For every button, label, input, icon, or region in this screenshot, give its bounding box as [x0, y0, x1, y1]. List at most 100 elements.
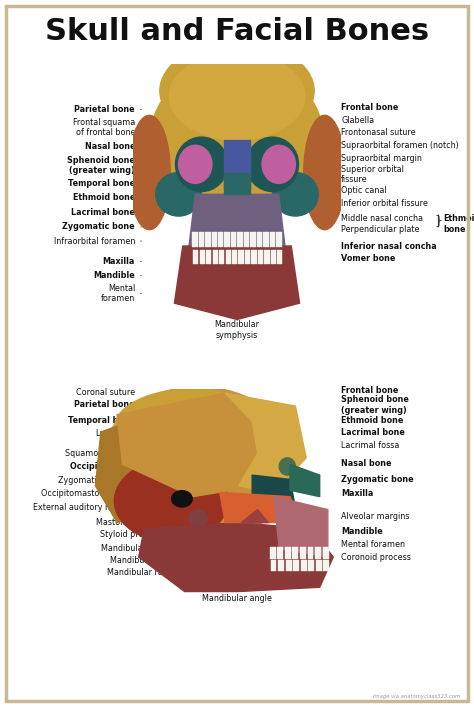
Text: Parietal bone: Parietal bone: [74, 105, 135, 114]
Text: External auditory meatus: External auditory meatus: [33, 503, 135, 512]
Polygon shape: [139, 522, 333, 592]
Bar: [315, 547, 321, 559]
Polygon shape: [252, 475, 295, 508]
Polygon shape: [220, 492, 301, 522]
Bar: [292, 547, 298, 559]
Ellipse shape: [114, 389, 271, 467]
Polygon shape: [117, 393, 274, 496]
Bar: [250, 233, 256, 247]
Bar: [226, 250, 231, 264]
Bar: [323, 547, 328, 559]
Bar: [200, 250, 205, 264]
Polygon shape: [95, 415, 166, 522]
Polygon shape: [241, 510, 268, 522]
Text: Frontonasal suture: Frontonasal suture: [341, 129, 416, 137]
Text: Occipital bone: Occipital bone: [70, 462, 135, 471]
Text: Zygomatic process: Zygomatic process: [58, 477, 135, 485]
Text: Squamous suture: Squamous suture: [65, 450, 135, 458]
Text: Skull and Facial Bones: Skull and Facial Bones: [45, 16, 429, 46]
Text: Maxilla: Maxilla: [103, 257, 135, 266]
Text: Coronoid process: Coronoid process: [341, 553, 411, 561]
Ellipse shape: [169, 53, 305, 140]
Text: Supraorbital margin: Supraorbital margin: [341, 154, 422, 163]
Text: Supraorbital foramen (notch): Supraorbital foramen (notch): [341, 141, 459, 150]
Bar: [225, 233, 230, 247]
Text: Lacrimal bone: Lacrimal bone: [71, 208, 135, 216]
Ellipse shape: [128, 115, 170, 230]
Bar: [244, 233, 249, 247]
Text: Mental
foramen: Mental foramen: [101, 284, 135, 303]
Ellipse shape: [101, 387, 295, 542]
Text: Occipitomastoid suture: Occipitomastoid suture: [41, 489, 135, 498]
Text: Mastoid process: Mastoid process: [96, 518, 161, 527]
Ellipse shape: [152, 64, 322, 205]
Bar: [276, 233, 282, 247]
Text: Mandibular ramus: Mandibular ramus: [107, 568, 180, 577]
Bar: [309, 560, 314, 571]
Bar: [264, 250, 270, 264]
Polygon shape: [225, 393, 306, 492]
Bar: [277, 547, 283, 559]
Text: Mandibular angle: Mandibular angle: [202, 594, 272, 603]
Polygon shape: [225, 173, 249, 194]
Bar: [270, 547, 276, 559]
Bar: [218, 233, 223, 247]
Text: Mandibular condyle: Mandibular condyle: [101, 544, 180, 553]
Circle shape: [172, 491, 192, 507]
Polygon shape: [290, 464, 319, 496]
Text: Glabella: Glabella: [341, 116, 374, 124]
Text: Zygomatic bone: Zygomatic bone: [63, 223, 135, 231]
Text: Styloid process: Styloid process: [100, 530, 161, 539]
Text: Lacrimal fossa: Lacrimal fossa: [341, 441, 400, 450]
Bar: [237, 233, 243, 247]
Bar: [301, 560, 307, 571]
Text: Inferior nasal concha: Inferior nasal concha: [341, 242, 437, 250]
Text: Ethmoid
bone: Ethmoid bone: [443, 214, 474, 234]
Bar: [238, 250, 244, 264]
Bar: [219, 250, 224, 264]
Text: Middle nasal concha: Middle nasal concha: [341, 214, 423, 223]
Bar: [316, 560, 322, 571]
Text: Sphenoid bone
(greater wing): Sphenoid bone (greater wing): [67, 156, 135, 175]
Bar: [263, 233, 269, 247]
Bar: [271, 560, 276, 571]
Bar: [205, 233, 210, 247]
Bar: [193, 250, 199, 264]
Text: Nasal bone: Nasal bone: [341, 459, 392, 467]
Bar: [285, 547, 291, 559]
Bar: [277, 250, 283, 264]
Text: Optic canal: Optic canal: [341, 187, 387, 195]
Text: Infraorbital foramen: Infraorbital foramen: [54, 237, 135, 245]
Text: Mandible: Mandible: [341, 527, 383, 536]
Text: }: }: [435, 214, 442, 227]
Bar: [258, 250, 263, 264]
Ellipse shape: [304, 115, 346, 230]
Text: Perpendicular plate: Perpendicular plate: [341, 226, 420, 234]
Ellipse shape: [179, 146, 212, 183]
Bar: [323, 560, 329, 571]
Polygon shape: [274, 496, 328, 557]
Bar: [206, 250, 211, 264]
Text: Sphenoid bone
(greater wing): Sphenoid bone (greater wing): [341, 395, 409, 415]
Ellipse shape: [114, 460, 228, 542]
Bar: [300, 547, 306, 559]
Bar: [245, 250, 250, 264]
Text: Frontal bone: Frontal bone: [341, 103, 399, 112]
Bar: [271, 250, 276, 264]
Text: Superior orbital
fissure: Superior orbital fissure: [341, 165, 404, 185]
Text: Temporal bone: Temporal bone: [68, 180, 135, 188]
Text: Lacrimal bone: Lacrimal bone: [341, 428, 405, 437]
Bar: [211, 233, 217, 247]
Text: Ethmoid bone: Ethmoid bone: [341, 416, 404, 425]
Bar: [232, 250, 237, 264]
Text: Mandibular
symphysis: Mandibular symphysis: [215, 320, 259, 339]
Ellipse shape: [175, 137, 228, 192]
Bar: [278, 560, 284, 571]
Text: Coronal suture: Coronal suture: [76, 388, 135, 397]
Bar: [192, 233, 198, 247]
Text: Parietal bone: Parietal bone: [74, 400, 135, 409]
Bar: [286, 560, 292, 571]
Text: Alveolar margins: Alveolar margins: [341, 512, 410, 520]
Text: Maxilla: Maxilla: [341, 489, 374, 498]
Ellipse shape: [279, 458, 295, 475]
